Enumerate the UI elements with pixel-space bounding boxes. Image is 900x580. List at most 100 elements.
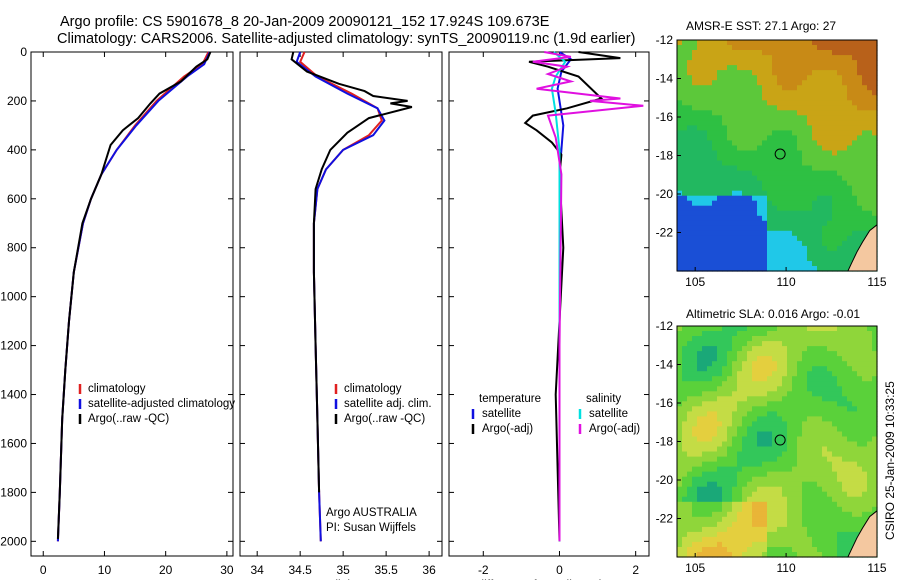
sst-cell <box>812 50 818 56</box>
sst-cell <box>677 215 683 222</box>
sst-cell <box>852 245 858 252</box>
sst-cell <box>682 85 688 91</box>
sla-cell <box>702 326 708 332</box>
sst-cell <box>797 165 803 172</box>
sla-cell <box>737 516 743 523</box>
sla-cell <box>772 531 778 538</box>
sla-cell <box>727 436 733 443</box>
sla-cell <box>837 501 843 508</box>
sst-cell <box>807 230 813 237</box>
sst-cell <box>742 45 748 51</box>
sst-cell <box>837 150 843 157</box>
sst-cell <box>762 135 768 141</box>
sst-cell <box>817 235 823 242</box>
sst-cell <box>797 220 803 227</box>
sla-cell <box>697 396 703 402</box>
sla-cell <box>847 436 853 443</box>
sla-cell <box>712 481 718 488</box>
sla-cell <box>832 331 838 337</box>
sla-cell <box>872 396 878 402</box>
temperature-ytick-label: 2000 <box>0 534 27 548</box>
sst-cell <box>752 185 758 192</box>
sst-cell <box>782 215 788 222</box>
sla-cell <box>847 391 853 397</box>
sst-cell <box>707 100 713 106</box>
sla-cell <box>847 456 853 463</box>
sst-cell <box>822 225 828 232</box>
sst-cell <box>822 185 828 192</box>
sst-cell <box>837 95 843 101</box>
sst-cell <box>832 266 838 272</box>
sst-cell <box>812 70 818 76</box>
sst-cell <box>792 210 798 217</box>
sst-cell <box>867 90 873 96</box>
sla-cell <box>872 326 878 332</box>
sst-cell <box>682 261 688 267</box>
sla-cell <box>832 526 838 533</box>
sst-cell <box>847 245 853 252</box>
sst-cell <box>697 266 703 272</box>
sst-cell <box>802 210 808 217</box>
sla-cell <box>857 496 863 503</box>
sla-cell <box>777 336 783 342</box>
sst-cell <box>837 70 843 76</box>
sla-cell <box>822 506 828 513</box>
sla-cell <box>807 361 813 367</box>
sla-cell <box>792 396 798 402</box>
sla-cell <box>777 406 783 412</box>
sla-cell <box>872 331 878 337</box>
sla-cell <box>812 366 818 372</box>
sst-cell <box>727 215 733 222</box>
sla-cell <box>817 491 823 498</box>
sst-cell <box>812 185 818 192</box>
sst-cell <box>802 100 808 106</box>
sla-cell <box>797 426 803 432</box>
sla-cell <box>872 466 878 473</box>
sla-cell <box>842 431 848 438</box>
sst-cell <box>772 170 778 177</box>
sst-cell <box>787 80 793 86</box>
sla-cell <box>777 391 783 397</box>
sst-cell <box>832 50 838 56</box>
sla-cell <box>737 376 743 382</box>
sst-cell <box>692 85 698 91</box>
sst-cell <box>862 65 868 71</box>
sst-cell <box>687 120 693 126</box>
sla-cell <box>717 376 723 382</box>
sla-cell <box>807 547 813 553</box>
sla-cell <box>697 336 703 342</box>
sla-cell <box>717 431 723 438</box>
sla-cell <box>697 361 703 367</box>
sla-cell <box>682 361 688 367</box>
sst-cell <box>677 145 683 152</box>
sla-cell <box>762 416 768 422</box>
sla-cell <box>842 511 848 518</box>
sst-cell <box>717 110 723 116</box>
sla-cell <box>842 476 848 483</box>
sst-cell <box>872 190 878 197</box>
sst-cell <box>777 125 783 131</box>
sla-cell <box>722 461 728 468</box>
sst-cell <box>687 115 693 121</box>
sla-cell <box>802 421 808 427</box>
sla-cell <box>707 416 713 422</box>
sst-cell <box>787 160 793 167</box>
sla-cell <box>767 351 773 357</box>
sst-cell <box>752 180 758 187</box>
sla-cell <box>702 346 708 352</box>
sst-cell <box>782 175 788 182</box>
sst-cell <box>802 45 808 51</box>
sst-cell <box>817 50 823 56</box>
sst-cell <box>807 255 813 262</box>
sst-cell <box>712 175 718 182</box>
sla-cell <box>767 376 773 382</box>
sla-cell <box>762 531 768 538</box>
sla-cell <box>862 426 868 432</box>
sst-cell <box>732 60 738 66</box>
sst-cell <box>707 230 713 237</box>
sla-cell <box>752 356 758 362</box>
sla-cell <box>747 461 753 468</box>
sla-cell <box>862 411 868 417</box>
sst-cell <box>747 95 753 101</box>
sst-cell <box>742 85 748 91</box>
